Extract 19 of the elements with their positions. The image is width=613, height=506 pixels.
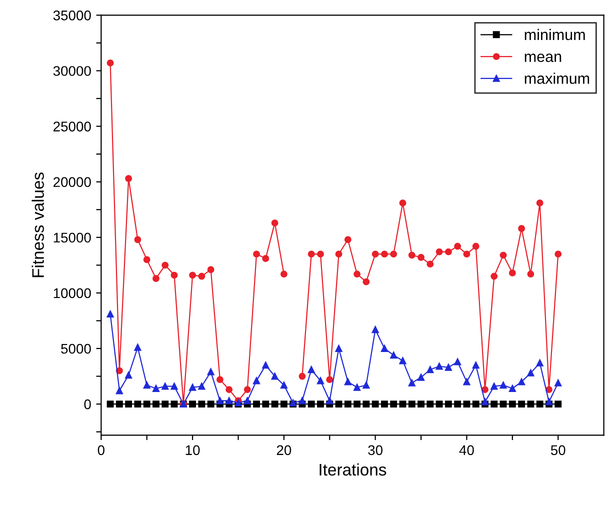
x-tick-label: 10 [186, 445, 200, 456]
legend-label: minimum [524, 28, 585, 40]
x-tick-label: 50 [550, 445, 566, 456]
y-axis-title: Fitness values [32, 172, 44, 278]
y-tick-label: 35000 [53, 10, 91, 20]
legend-label: maximum [524, 72, 590, 84]
y-tick-label: 30000 [53, 66, 91, 76]
y-tick-label: 0 [84, 399, 91, 410]
legend-label: mean [524, 54, 562, 62]
x-tick-label: 20 [276, 445, 292, 456]
y-tick-label: 20000 [54, 177, 91, 188]
y-tick-label: 10000 [54, 288, 91, 298]
y-tick-label: 25000 [54, 122, 91, 132]
y-tick-label: 15000 [54, 232, 91, 243]
x-axis-title: Iterations [320, 463, 386, 476]
y-tick-label: 5000 [61, 344, 91, 354]
x-tick-label: 30 [368, 445, 383, 456]
x-tick-label: 40 [459, 445, 474, 456]
x-tick-label: 0 [98, 445, 104, 456]
